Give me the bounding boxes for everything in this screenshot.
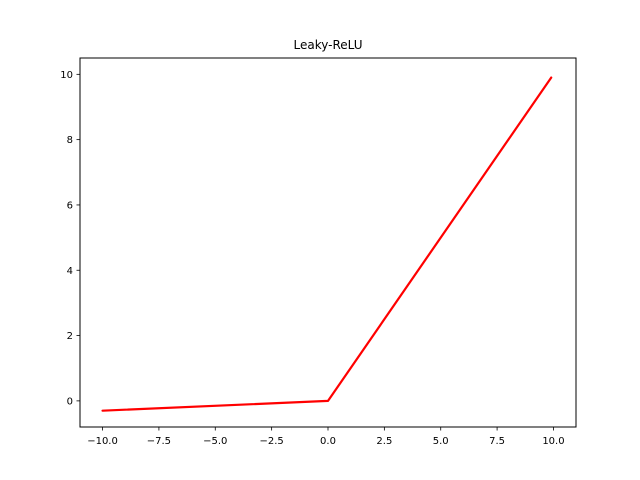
x-tick-label: 7.5 [489,436,505,447]
x-tick-label: 10.0 [542,436,564,447]
y-tick-label: 4 [67,266,73,277]
x-tick-label: −10.0 [87,436,118,447]
series-line [101,76,553,412]
axes-frame [79,57,577,428]
x-tick-label: −5.0 [203,436,227,447]
x-tick-label: −7.5 [147,436,171,447]
chart-title: Leaky-ReLU [293,38,362,52]
y-tick-label: 2 [67,331,73,342]
plot-area: −10.0 −7.5 −5.0 −2.5 0.0 2.5 5.0 7.5 10.0 0 2 4 6 8 10 [60,70,564,447]
x-tick-label: 0.0 [320,436,336,447]
x-tick-label: 2.5 [376,436,392,447]
x-tick-label: 5.0 [433,436,449,447]
y-tick-label: 10 [60,70,73,81]
y-tick-label: 8 [67,135,73,146]
x-tick-label: −2.5 [259,436,283,447]
y-tick-label: 6 [67,200,73,211]
y-tick-label: 0 [67,396,73,407]
